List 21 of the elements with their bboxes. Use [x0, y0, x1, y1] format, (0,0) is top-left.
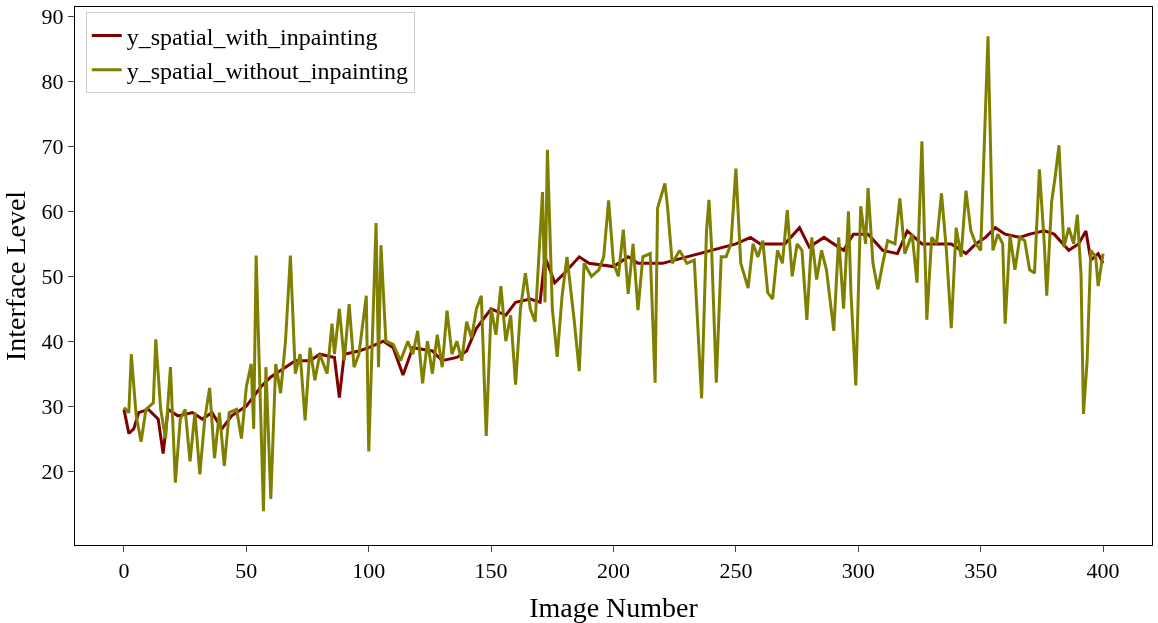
- y-tick-label: 70: [41, 134, 64, 160]
- y-tick-label: 90: [41, 4, 64, 30]
- y-tick-label: 80: [41, 69, 64, 95]
- x-tick-label: 350: [964, 558, 998, 584]
- y-tick-label: 30: [41, 393, 64, 419]
- x-tick-label: 100: [352, 558, 386, 584]
- x-tick-label: 0: [118, 558, 130, 584]
- x-tick-label: 150: [474, 558, 508, 584]
- x-tick-label: 400: [1086, 558, 1120, 584]
- x-tick-label: 50: [235, 558, 258, 584]
- y-axis-title: Interface Level: [0, 190, 31, 362]
- x-tick-label: 300: [841, 558, 875, 584]
- legend-label: y_spatial_with_inpainting: [126, 23, 378, 50]
- x-axis-title: Image Number: [529, 592, 699, 623]
- legend-label: y_spatial_without_inpainting: [126, 58, 409, 85]
- y-tick-label: 60: [41, 199, 64, 225]
- x-tick-label: 250: [719, 558, 753, 584]
- y-tick-label: 20: [41, 458, 64, 484]
- y-tick-label: 40: [41, 328, 64, 354]
- x-tick-label: 200: [597, 558, 630, 584]
- y-tick-label: 50: [41, 264, 64, 290]
